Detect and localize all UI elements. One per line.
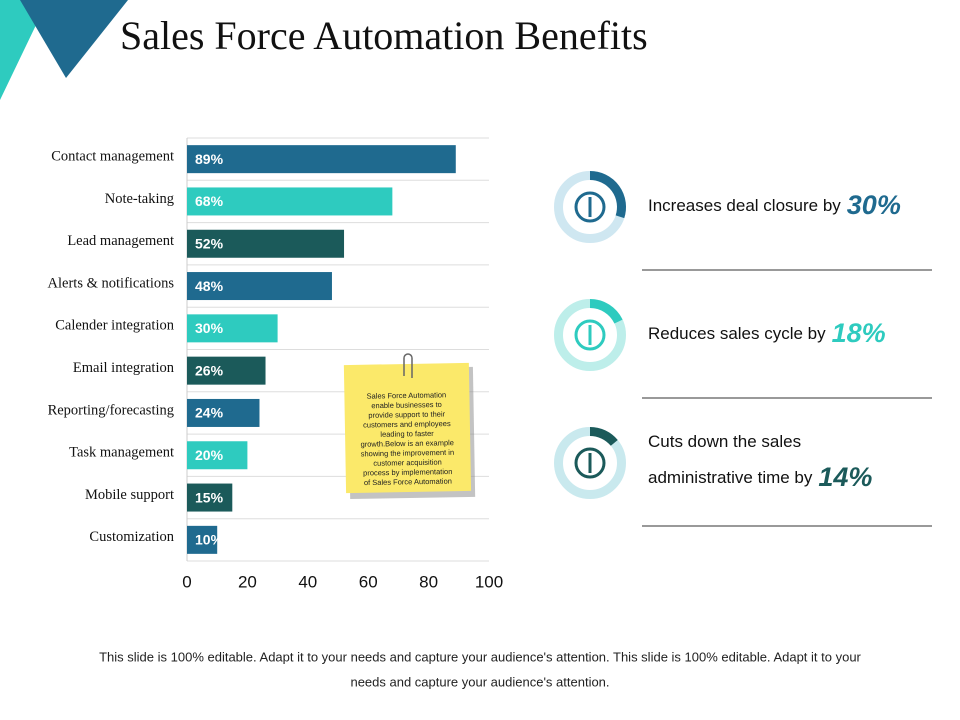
donut-segment	[589, 299, 623, 324]
note-text: of Sales Force Automation	[364, 477, 452, 488]
data-label: 30%	[195, 320, 224, 336]
x-tick-label: 60	[359, 572, 378, 591]
stat-text: Reduces sales cycle by 18%	[648, 318, 886, 348]
icon	[574, 319, 606, 351]
data-label: 89%	[195, 151, 224, 167]
icon	[574, 191, 606, 223]
bar	[187, 272, 332, 301]
bar	[187, 525, 218, 554]
x-tick-label: 80	[419, 572, 438, 591]
note-text: leading to faster	[380, 429, 434, 439]
data-label: 24%	[195, 405, 224, 421]
chart-title: Sales Force Automation Benefits	[120, 13, 648, 58]
bar	[187, 441, 248, 470]
y-tick-label: Customization	[89, 529, 174, 545]
stat-text-line: Increases deal closure by	[648, 196, 841, 215]
paper-clip	[403, 353, 413, 378]
data-label: 52%	[195, 235, 224, 251]
bar	[187, 314, 278, 343]
footer-text: This slide is 100% editable. Adapt it to…	[99, 649, 861, 664]
data-label: 68%	[195, 193, 224, 209]
y-tick-label: Email integration	[73, 360, 175, 376]
note-paper	[343, 362, 472, 494]
y-tick-label: Reporting/forecasting	[48, 402, 174, 418]
data-label: 48%	[195, 278, 224, 294]
bar	[187, 187, 393, 216]
y-tick-label: Contact management	[51, 148, 174, 164]
x-tick-label: 100	[475, 572, 503, 591]
y-tick-label: Alerts & notifications	[48, 275, 175, 291]
note-text: customer acquisition	[373, 458, 442, 468]
data-label: 10%	[195, 532, 224, 548]
corner-triangle	[20, 0, 128, 78]
x-tick-label: 20	[238, 572, 257, 591]
y-tick-label: Lead management	[67, 233, 174, 249]
y-tick-label: Mobile support	[85, 487, 174, 503]
stat-text-line: Cuts down the sales	[648, 432, 801, 451]
stat-text-line: administrative time by	[648, 468, 813, 487]
stat-value: 30%	[847, 190, 901, 220]
note-text: growth.Below is an example	[360, 438, 454, 449]
note-text: showing the improvement in	[361, 448, 455, 459]
bar	[187, 398, 260, 427]
note-text: enable businesses to	[371, 400, 442, 410]
y-tick-label: Note-taking	[105, 191, 174, 207]
stat-value: 18%	[832, 318, 886, 348]
icon	[574, 447, 606, 479]
y-tick-label: Calender integration	[55, 318, 175, 334]
bar	[187, 145, 456, 174]
donut-segment	[589, 171, 626, 219]
footer-text: needs and capture your audience's attent…	[350, 674, 609, 689]
data-label: 20%	[195, 447, 224, 463]
stat-text: Increases deal closure by 30%	[648, 190, 901, 220]
x-tick-label: 40	[298, 572, 317, 591]
x-tick-label: 0	[182, 572, 191, 591]
stat-text-line: Reduces sales cycle by	[648, 324, 826, 343]
data-label: 15%	[195, 489, 224, 505]
data-label: 26%	[195, 362, 224, 378]
stat-text: administrative time by 14%	[648, 462, 872, 492]
stat-value: 14%	[818, 462, 872, 492]
y-tick-label: Task management	[69, 445, 174, 461]
bar	[187, 483, 233, 512]
note-text: provide support to their	[368, 410, 445, 420]
bar	[187, 356, 266, 385]
bar	[187, 229, 345, 258]
note-text: process by implementation	[363, 467, 452, 478]
note-text: customers and employees	[363, 419, 451, 430]
donut-segment	[589, 427, 618, 447]
note-text: Sales Force Automation	[367, 390, 447, 400]
stat-text: Cuts down the sales	[648, 432, 801, 451]
